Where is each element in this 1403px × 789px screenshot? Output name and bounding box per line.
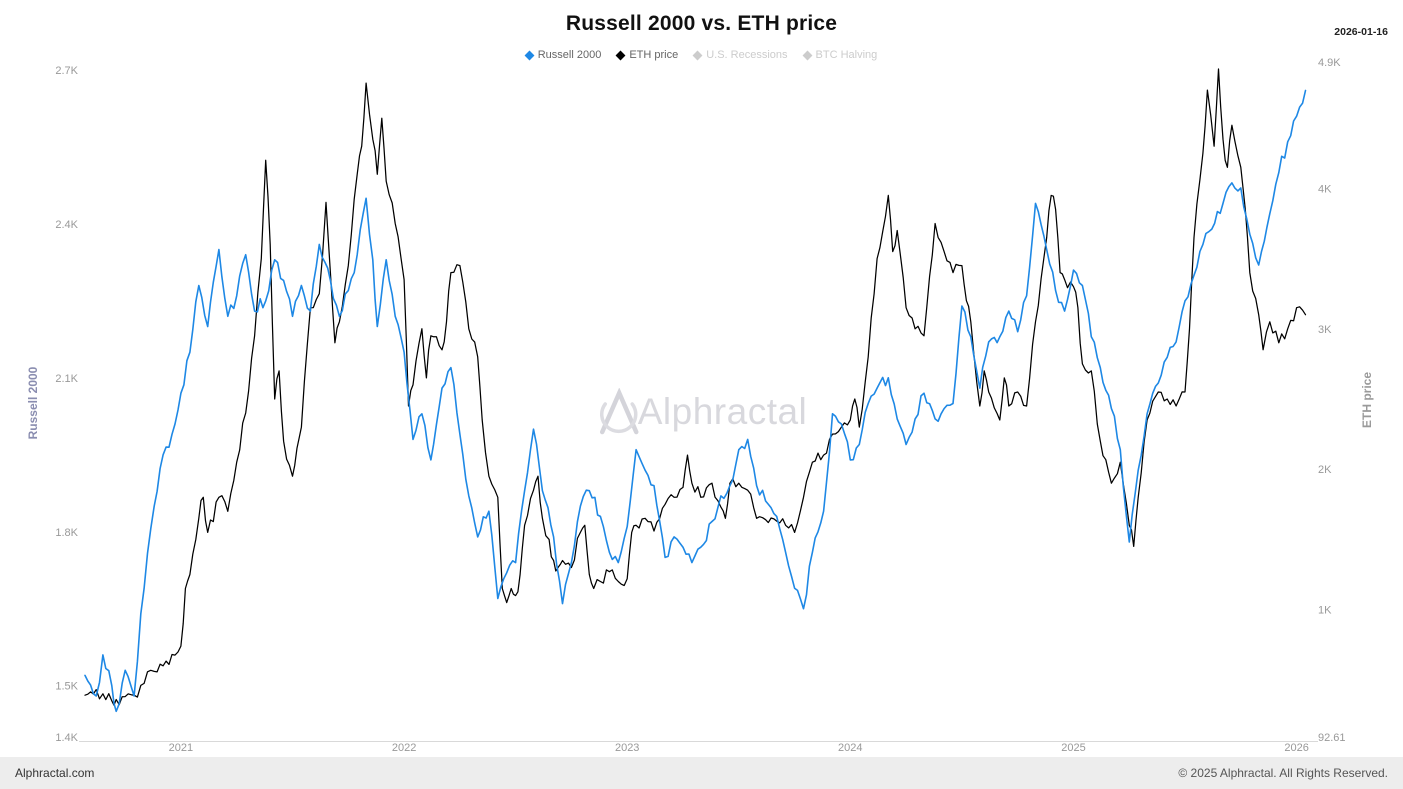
legend-item-label: U.S. Recessions [706, 49, 788, 61]
x-axis-tick: 2021 [169, 742, 193, 754]
y-axis-right-tick: 2K [1318, 464, 1332, 476]
y-axis-right-tick: 3K [1318, 324, 1332, 336]
x-axis-tick: 2024 [838, 742, 862, 754]
y-axis-right-tick: 1K [1318, 605, 1332, 617]
x-axis-tick: 2025 [1061, 742, 1085, 754]
footer-site-link[interactable]: Alphractal.com [15, 766, 95, 780]
legend: Russell 2000 ETH price U.S. Recessions BTC … [0, 49, 1403, 61]
chart-title: Russell 2000 vs. ETH price [565, 12, 838, 35]
y-axis-left-title: Russell 2000 [26, 366, 40, 440]
y-axis-right-tick: 92.61 [1318, 732, 1346, 744]
legend-item-label: Russell 2000 [537, 49, 602, 61]
series-line-russell-2000[interactable] [84, 89, 1307, 713]
x-axis-tick: 2022 [392, 742, 416, 754]
y-axis-right-tick: 4.9K [1318, 57, 1341, 69]
legend-item-label: ETH price [629, 49, 679, 61]
y-axis-right-tick: 4K [1318, 183, 1332, 195]
y-axis-left-tick: 1.8K [55, 527, 78, 539]
x-axis-tick: 2023 [615, 742, 639, 754]
legend-item-btc-halving[interactable]: BTC Halving [802, 49, 878, 61]
legend-item-eth-price[interactable]: ETH price [615, 49, 679, 61]
copyright-text: © 2025 Alphractal. All Rights Reserved. [1178, 766, 1388, 780]
footer-bar: Alphractal.com © 2025 Alphractal. All Ri… [0, 757, 1403, 789]
report-date: 2026-01-16 [1334, 26, 1388, 38]
y-axis-left-tick: 2.7K [55, 65, 78, 77]
y-axis-right-title: ETH price [1360, 371, 1374, 429]
y-axis-left-tick: 1.5K [55, 681, 78, 693]
x-axis-tick: 2026 [1284, 742, 1308, 754]
y-axis-left-tick: 2.1K [55, 373, 78, 385]
legend-item-label: BTC Halving [815, 49, 878, 61]
y-axis-left-tick: 1.4K [55, 732, 78, 744]
legend-item-russell-2000[interactable]: Russell 2000 [524, 49, 602, 61]
y-axis-left-tick: 2.4K [55, 219, 78, 231]
legend-item-u-s-recessions[interactable]: U.S. Recessions [692, 49, 788, 61]
series-line-eth-price[interactable] [84, 68, 1307, 706]
